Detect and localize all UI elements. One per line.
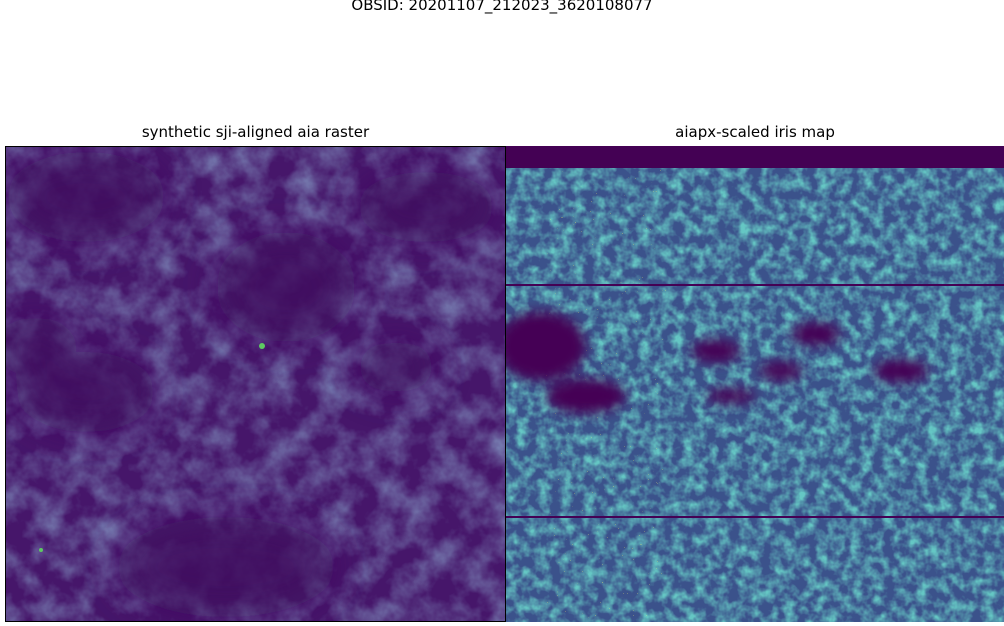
aia-raster-image (5, 146, 506, 622)
figure-suptitle: OBSID: 20201107_212023_3620108077 (351, 0, 653, 14)
iris-map-image (506, 146, 1004, 622)
left-panel-title: synthetic sji-aligned aia raster (141, 123, 370, 141)
right-panel-title: aiapx-scaled iris map (675, 123, 835, 141)
